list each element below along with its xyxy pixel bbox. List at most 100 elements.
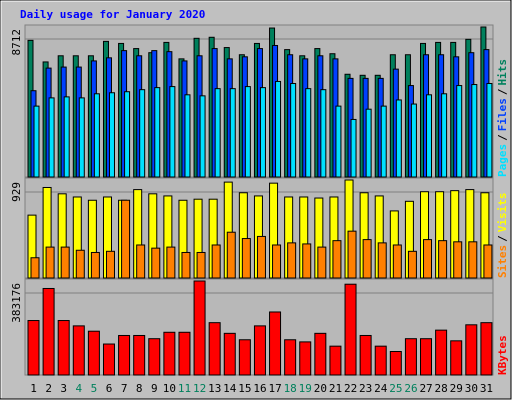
bar xyxy=(374,345,387,376)
bar xyxy=(223,332,236,376)
bar xyxy=(121,199,131,279)
bar xyxy=(148,338,161,376)
bar xyxy=(407,250,417,279)
x-tick-label: 4 xyxy=(76,382,83,395)
legend-separator: / xyxy=(496,88,509,95)
bar xyxy=(244,86,251,178)
bar xyxy=(133,334,146,376)
bar xyxy=(483,244,493,279)
bar xyxy=(275,80,282,178)
bar xyxy=(392,244,402,279)
bar xyxy=(139,89,146,178)
x-tick-label: 18 xyxy=(284,382,297,395)
bar xyxy=(42,287,55,376)
bar xyxy=(404,338,417,376)
bar xyxy=(259,87,266,178)
bar xyxy=(241,238,251,279)
bar xyxy=(347,230,357,279)
bar xyxy=(60,246,70,279)
bar xyxy=(344,283,357,376)
bar xyxy=(90,251,100,279)
x-tick-label: 15 xyxy=(238,382,251,395)
bar xyxy=(435,329,448,376)
legend-entry: Hits xyxy=(496,59,509,86)
bar xyxy=(75,249,85,279)
bar xyxy=(181,251,191,279)
y-tick-label: 929 xyxy=(10,182,23,202)
bar xyxy=(359,334,372,376)
legend: KBytes xyxy=(496,335,509,375)
x-tick-label: 19 xyxy=(299,382,312,395)
bar xyxy=(118,334,131,376)
bar xyxy=(45,246,55,279)
bar xyxy=(423,239,433,279)
x-tick-label: 23 xyxy=(359,382,372,395)
x-tick-label: 12 xyxy=(193,382,206,395)
bar xyxy=(410,103,417,178)
bar xyxy=(253,325,266,376)
x-tick-label: 10 xyxy=(163,382,176,395)
bar xyxy=(314,332,327,376)
bar xyxy=(72,325,85,376)
bar xyxy=(78,97,85,178)
bar xyxy=(272,244,282,279)
bar xyxy=(317,246,327,279)
bar xyxy=(105,250,115,279)
bar xyxy=(30,257,40,279)
bar xyxy=(284,339,297,376)
bar xyxy=(329,345,342,376)
bar xyxy=(154,87,161,178)
bar xyxy=(332,240,342,279)
bar xyxy=(350,118,357,178)
bar xyxy=(199,95,206,178)
bar xyxy=(211,244,221,279)
x-tick-label: 27 xyxy=(419,382,432,395)
bar xyxy=(102,343,115,376)
bar xyxy=(193,280,206,376)
x-tick-label: 17 xyxy=(268,382,281,395)
bar xyxy=(93,93,100,178)
x-tick-label: 11 xyxy=(178,382,191,395)
bar xyxy=(365,108,372,178)
bar xyxy=(196,251,206,279)
bar xyxy=(124,91,131,178)
bar xyxy=(480,322,493,376)
chart-title: Daily usage for January 2020 xyxy=(20,8,205,21)
bar xyxy=(453,241,463,279)
bar xyxy=(229,88,236,178)
bar xyxy=(302,243,312,279)
legend-entry: KBytes xyxy=(496,335,509,375)
bar xyxy=(184,94,191,178)
bar xyxy=(226,231,236,279)
x-tick-label: 25 xyxy=(389,382,402,395)
bar xyxy=(395,99,402,178)
x-tick-label: 7 xyxy=(121,382,128,395)
bar xyxy=(269,311,282,376)
x-tick-label: 6 xyxy=(106,382,113,395)
bar xyxy=(335,105,342,178)
x-tick-label: 31 xyxy=(480,382,493,395)
bar xyxy=(136,244,146,279)
legend-entry: Files xyxy=(496,98,509,131)
x-tick-label: 2 xyxy=(45,382,52,395)
bar xyxy=(108,92,115,178)
x-tick-label: 16 xyxy=(253,382,266,395)
bar xyxy=(468,241,478,279)
x-tick-label: 8 xyxy=(136,382,143,395)
bar xyxy=(178,331,191,376)
legend: Pages / Files / Hits xyxy=(496,59,509,177)
bar xyxy=(208,322,221,376)
x-tick-label: 14 xyxy=(223,382,237,395)
bar xyxy=(389,351,402,376)
x-tick-label: 1 xyxy=(30,382,37,395)
bar xyxy=(33,105,40,178)
x-tick-label: 5 xyxy=(91,382,98,395)
bar xyxy=(465,324,478,376)
x-tick-label: 26 xyxy=(404,382,417,395)
bar xyxy=(151,247,161,279)
bar xyxy=(426,94,433,178)
x-tick-label: 28 xyxy=(435,382,448,395)
y-tick-label: 383176 xyxy=(10,283,23,323)
bar xyxy=(450,340,463,376)
